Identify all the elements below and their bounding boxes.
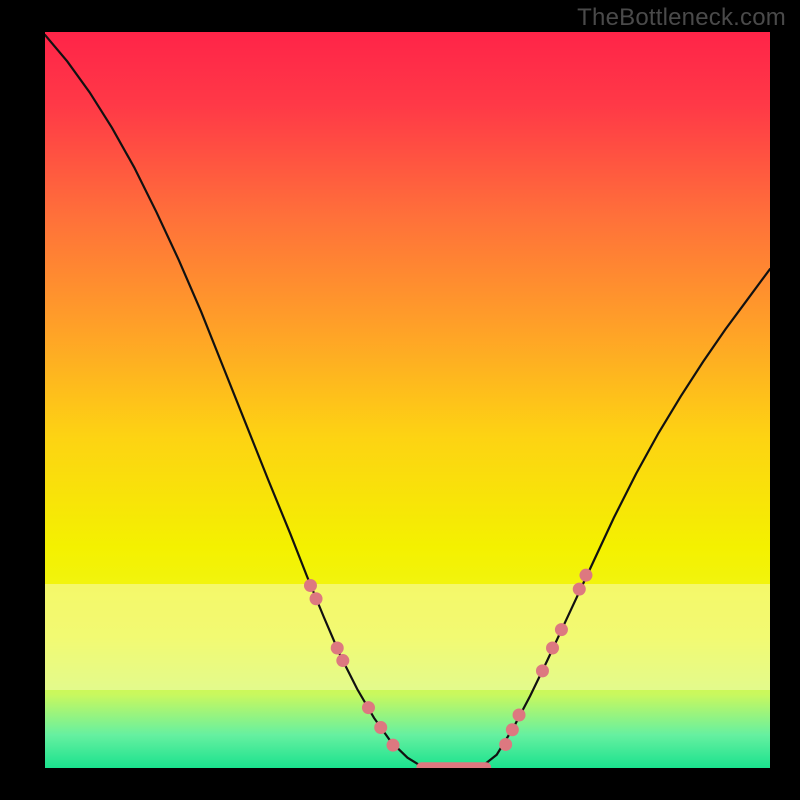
bottleneck-chart xyxy=(0,0,800,800)
data-marker xyxy=(310,592,323,605)
data-marker xyxy=(499,738,512,751)
optimal-range-bar xyxy=(416,762,491,774)
data-marker xyxy=(579,569,592,582)
data-marker xyxy=(555,623,568,636)
data-marker xyxy=(362,701,375,714)
data-marker xyxy=(506,723,519,736)
stage: TheBottleneck.com xyxy=(0,0,800,800)
data-marker xyxy=(536,664,549,677)
data-marker xyxy=(387,739,400,752)
data-marker xyxy=(331,642,344,655)
data-marker xyxy=(546,642,559,655)
data-marker xyxy=(573,583,586,596)
data-marker xyxy=(304,579,317,592)
highlight-band xyxy=(45,584,770,690)
data-marker xyxy=(336,654,349,667)
data-marker xyxy=(513,709,526,722)
data-marker xyxy=(374,721,387,734)
